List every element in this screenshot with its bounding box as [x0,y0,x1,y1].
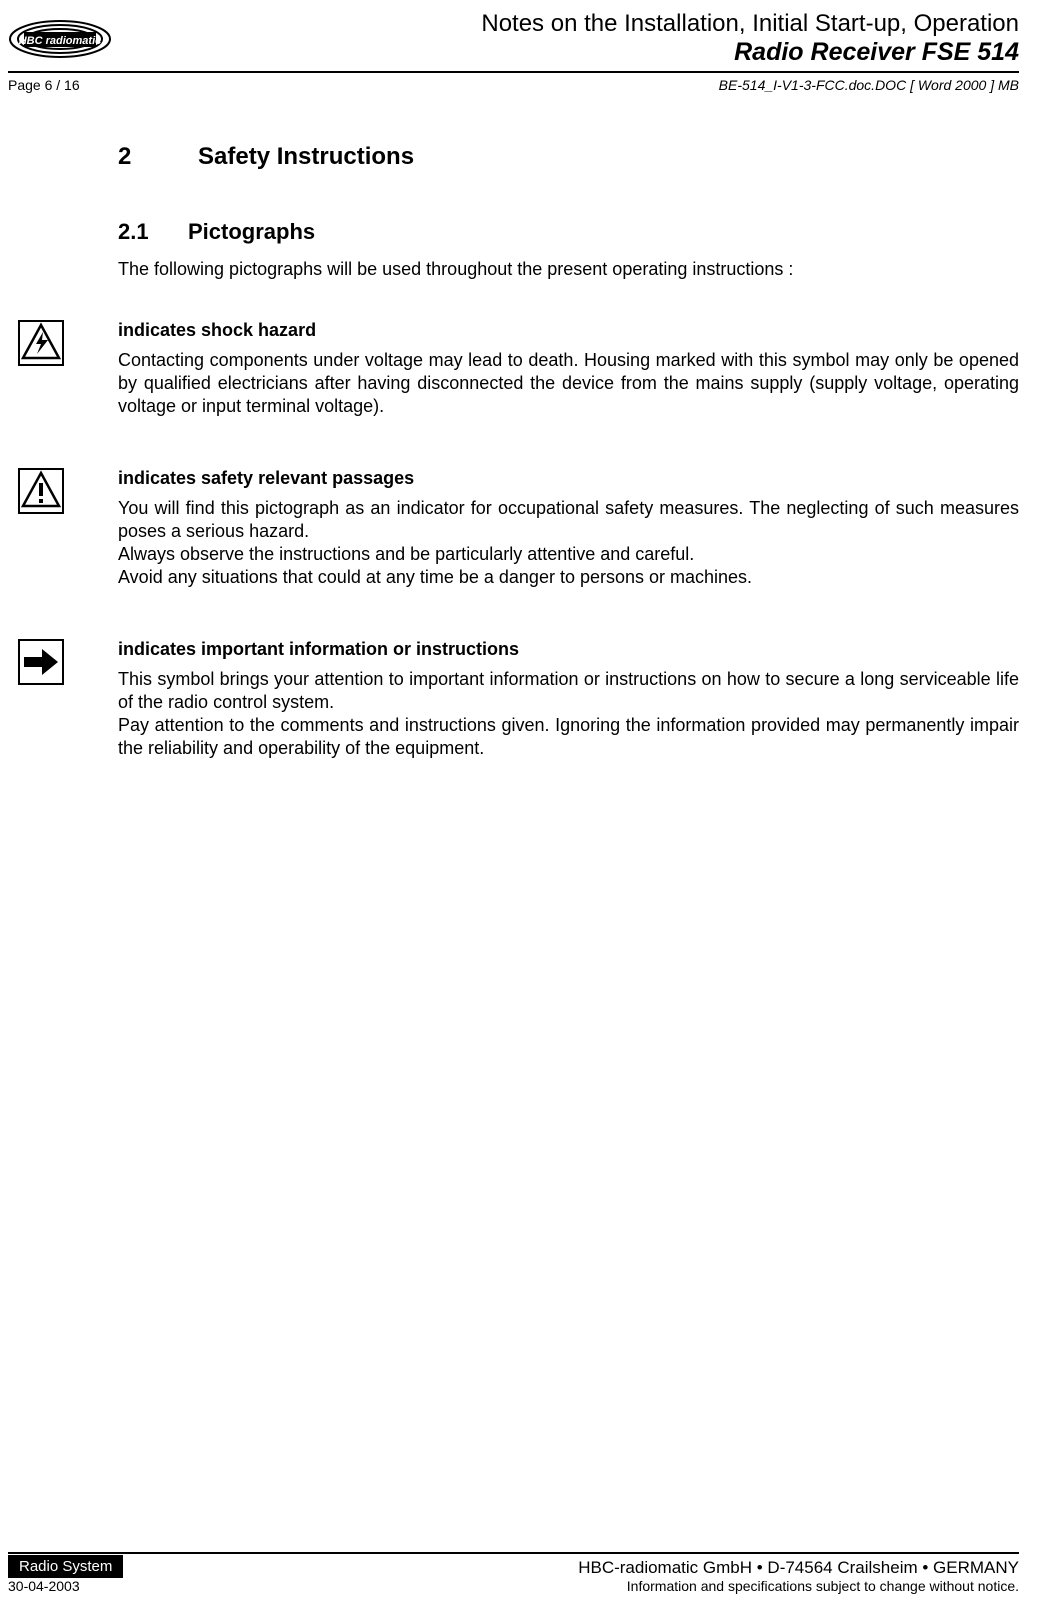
section-number: 2 [118,143,198,171]
page: HBC radiomatic Notes on the Installation… [0,0,1037,1606]
subheader: Page 6 / 16 BE-514_I-V1-3-FCC.doc.DOC [ … [0,73,1037,93]
warning-icon [18,468,64,514]
doc-reference: BE-514_I-V1-3-FCC.doc.DOC [ Word 2000 ] … [719,77,1019,93]
pictograph-body: Contacting components under voltage may … [118,349,1019,418]
arrow-right-icon [18,639,64,685]
pictograph-shock: indicates shock hazard Contacting compon… [118,320,1019,418]
footer-company: HBC-radiomatic GmbH • D-74564 Crailsheim… [578,1558,1019,1578]
page-number: Page 6 / 16 [8,77,80,93]
section-title: Safety Instructions [198,143,414,170]
pictograph-body: You will find this pictograph as an indi… [118,497,1019,589]
footer-date: 30-04-2003 [8,1578,123,1594]
subsection-heading: 2.1Pictographs [118,219,1019,245]
header: HBC radiomatic Notes on the Installation… [0,0,1037,67]
subsection-intro: The following pictographs will be used t… [118,259,1019,280]
doc-title-line2: Radio Receiver FSE 514 [113,38,1019,67]
header-titles: Notes on the Installation, Initial Start… [113,10,1019,67]
footer: Radio System 30-04-2003 HBC-radiomatic G… [0,1552,1037,1594]
pictograph-safety: indicates safety relevant passages You w… [118,468,1019,589]
content: 2Safety Instructions 2.1Pictographs The … [0,93,1037,760]
pictograph-info: indicates important information or instr… [118,639,1019,760]
footer-left: Radio System 30-04-2003 [8,1558,123,1594]
section-heading: 2Safety Instructions [118,143,1019,171]
pictograph-title: indicates shock hazard [118,320,1019,341]
footer-row: Radio System 30-04-2003 HBC-radiomatic G… [8,1558,1019,1594]
svg-text:HBC radiomatic: HBC radiomatic [19,35,102,47]
footer-notice: Information and specifications subject t… [578,1578,1019,1594]
pictograph-body: This symbol brings your attention to imp… [118,668,1019,760]
footer-right: HBC-radiomatic GmbH • D-74564 Crailsheim… [578,1558,1019,1594]
subsection-title: Pictographs [188,219,315,244]
pictograph-title: indicates safety relevant passages [118,468,1019,489]
footer-badge: Radio System [8,1555,123,1578]
shock-hazard-icon [18,320,64,366]
hbc-logo: HBC radiomatic [8,12,113,67]
footer-rule [8,1552,1019,1554]
doc-title-line1: Notes on the Installation, Initial Start… [113,10,1019,38]
subsection-number: 2.1 [118,219,188,245]
pictograph-title: indicates important information or instr… [118,639,1019,660]
